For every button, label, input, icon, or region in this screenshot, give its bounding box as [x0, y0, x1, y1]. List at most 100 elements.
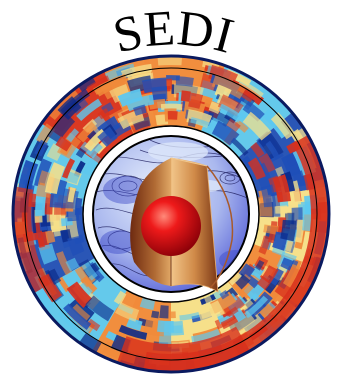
ring-patch — [67, 235, 85, 257]
ring-patch — [294, 219, 305, 243]
ring-patch — [256, 265, 279, 291]
ring-patch — [104, 63, 136, 82]
logo-text: SEDI — [108, 0, 240, 64]
ring-patch — [258, 235, 271, 255]
ring-patch — [238, 79, 264, 98]
inner-core — [141, 196, 201, 256]
ring-patch — [206, 108, 231, 127]
ring-patch — [244, 295, 269, 319]
ring-patch — [285, 154, 297, 167]
ring-patch — [86, 75, 111, 94]
ring-patch — [226, 118, 241, 132]
ring-patch — [217, 94, 244, 117]
ring-patch — [179, 311, 201, 321]
ring-patch — [157, 320, 174, 333]
ring-patch — [159, 305, 169, 319]
ring-patch — [276, 191, 284, 202]
ring-patch — [113, 290, 127, 306]
ring-patch — [242, 111, 272, 141]
ring-patch — [56, 251, 73, 276]
ring-patch — [280, 219, 297, 242]
ring-patch — [175, 76, 194, 87]
ring-patch — [133, 104, 147, 116]
ring-patch — [62, 158, 76, 179]
ring-patch — [160, 103, 183, 111]
ring-patch — [74, 197, 83, 215]
ring-patch — [65, 257, 80, 272]
ring-patch — [77, 281, 93, 298]
ring-patch — [117, 88, 143, 107]
ring-patch — [118, 324, 148, 340]
ring-patch — [93, 74, 127, 95]
ring-patch — [250, 142, 265, 158]
ring-patch — [190, 117, 213, 130]
ring-patch — [139, 297, 156, 311]
ring-patch — [45, 230, 56, 244]
ring-patch — [242, 100, 265, 122]
ring-patch — [241, 90, 255, 103]
ring-patch — [33, 289, 55, 314]
ring-patch — [47, 268, 62, 285]
ring-patch — [46, 143, 64, 161]
ring-patch — [234, 119, 249, 133]
ring-patch — [63, 303, 92, 330]
ring-patch — [275, 205, 288, 214]
ring-patch — [263, 224, 279, 235]
ring-patch — [143, 134, 329, 372]
ring-patch — [55, 136, 72, 152]
ring-patch — [226, 306, 239, 318]
ring-patch — [17, 159, 39, 194]
ring-patch — [76, 121, 98, 143]
ring-patch — [36, 123, 56, 146]
ring-patch — [86, 318, 101, 332]
ring-patch — [79, 333, 102, 353]
ring-patch — [81, 261, 98, 281]
ring-patch — [47, 112, 76, 143]
ring-patch — [76, 98, 102, 122]
ring-patch — [60, 88, 91, 116]
ring-patch — [265, 140, 281, 160]
ring-patch — [97, 126, 118, 147]
ring-patch — [260, 184, 277, 208]
ring-patch — [66, 128, 80, 143]
ring-patch — [167, 111, 178, 120]
ring-patch — [97, 108, 110, 120]
ring-patch — [208, 101, 223, 115]
ring-patch — [82, 153, 102, 176]
ring-patch — [191, 328, 221, 345]
ring-patch — [126, 317, 143, 331]
ring-patch — [66, 281, 93, 308]
ring-patch — [38, 243, 58, 265]
ring-patch — [116, 326, 251, 372]
ring-patch — [141, 77, 167, 94]
ring-patch — [125, 94, 155, 112]
ring-patch — [240, 312, 266, 336]
ring-patch — [233, 273, 251, 290]
ring-patch — [44, 162, 66, 195]
ring-patch — [219, 290, 230, 300]
ring-patch — [269, 268, 284, 286]
ring-patch — [221, 294, 246, 317]
ring-patch — [255, 259, 265, 271]
ring-patch — [67, 187, 76, 203]
ring-patch — [228, 272, 242, 286]
ring-patch — [74, 264, 96, 288]
ring-patch — [188, 92, 204, 109]
ring-patch — [151, 310, 160, 319]
ring-patch — [35, 216, 45, 249]
ring-patch — [302, 204, 312, 232]
ring-patch — [230, 137, 249, 156]
ring-patch — [85, 295, 115, 322]
ring-patch — [280, 257, 294, 271]
ring-patch — [218, 103, 244, 123]
ring-patch — [115, 302, 140, 322]
ring-patch — [247, 157, 266, 180]
ring-patch — [180, 90, 191, 102]
ring-patch — [211, 120, 240, 146]
ring-patch — [197, 300, 225, 323]
ring-outer-border — [11, 54, 331, 374]
ring-patch — [258, 153, 276, 174]
ring-patch — [46, 87, 80, 121]
ring-patch — [270, 112, 296, 140]
